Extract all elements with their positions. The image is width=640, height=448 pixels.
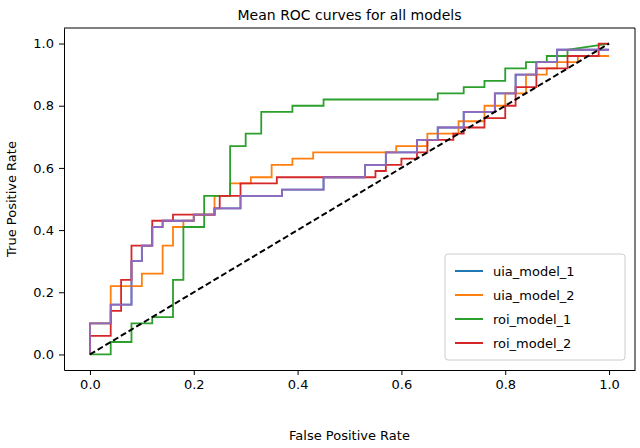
tick-mark: [59, 168, 64, 169]
legend: uia_model_1 uia_model_2 roi_model_1 roi_mod…: [445, 254, 625, 360]
tick: 0.0: [80, 370, 101, 392]
tick-mark: [59, 354, 64, 355]
tick-label: 0.2: [184, 377, 205, 392]
frame: [635, 28, 636, 370]
plot: 0.0 0.2 0.4 0.6 0.8 1.0 0.0 0.2 0.4 0.6 0.8 1.0 uia_…: [33, 28, 635, 392]
tick: 1.0: [599, 370, 620, 392]
tick-label: 0.8: [33, 98, 54, 113]
tick-mark: [90, 370, 91, 375]
tick-mark: [59, 44, 64, 45]
axis-line: [64, 29, 65, 371]
legend-label: uia_model_2: [493, 288, 575, 303]
legend-label: roi_model_2: [493, 336, 571, 351]
legend-box: [445, 254, 625, 360]
y-axis-title: True Positive Rate: [4, 141, 19, 258]
tick: 0.8: [33, 98, 64, 113]
tick-label: 0.4: [288, 377, 309, 392]
tick-mark: [401, 370, 402, 375]
x-axis-title: False Positive Rate: [289, 428, 410, 443]
tick-label: 0.6: [33, 161, 54, 176]
tick-label: 0.2: [33, 285, 54, 300]
tick: 0.8: [495, 370, 516, 392]
tick-mark: [194, 370, 195, 375]
tick: 0.2: [33, 285, 64, 300]
tick-mark: [59, 292, 64, 293]
y-axis: 0.0 0.2 0.4 0.6 0.8 1.0: [33, 29, 64, 371]
tick: 0.6: [33, 161, 64, 176]
legend-swatch: [455, 342, 483, 344]
legend-swatch: [455, 318, 483, 320]
x-axis: 0.0 0.2 0.4 0.6 0.8 1.0: [65, 370, 636, 392]
tick-mark: [609, 370, 610, 375]
tick-mark: [59, 106, 64, 107]
tick: 0.6: [392, 370, 413, 392]
chart: 0.0 0.2 0.4 0.6 0.8 1.0 0.0 0.2 0.4 0.6 0.8 1.0 uia_…: [0, 0, 640, 448]
legend-swatch: [455, 270, 483, 272]
legend-label: roi_model_1: [493, 312, 571, 327]
tick-label: 0.6: [392, 377, 413, 392]
tick-mark: [505, 370, 506, 375]
tick: 0.4: [288, 370, 309, 392]
axis-line: [65, 370, 636, 371]
tick-label: 0.4: [33, 223, 54, 238]
frame: [64, 28, 635, 29]
tick-label: 0.0: [33, 347, 54, 362]
tick: 0.4: [33, 223, 64, 238]
tick-label: 0.0: [80, 377, 101, 392]
tick: 0.2: [184, 370, 205, 392]
title: Mean ROC curves for all models: [238, 7, 462, 23]
tick-mark: [59, 230, 64, 231]
tick-label: 1.0: [599, 377, 620, 392]
tick-label: 0.8: [495, 377, 516, 392]
tick: 1.0: [33, 36, 64, 51]
legend-swatch: [455, 294, 483, 296]
legend-label: uia_model_1: [493, 264, 575, 279]
tick-label: 1.0: [33, 36, 54, 51]
tick: 0.0: [33, 347, 64, 362]
tick-mark: [298, 370, 299, 375]
